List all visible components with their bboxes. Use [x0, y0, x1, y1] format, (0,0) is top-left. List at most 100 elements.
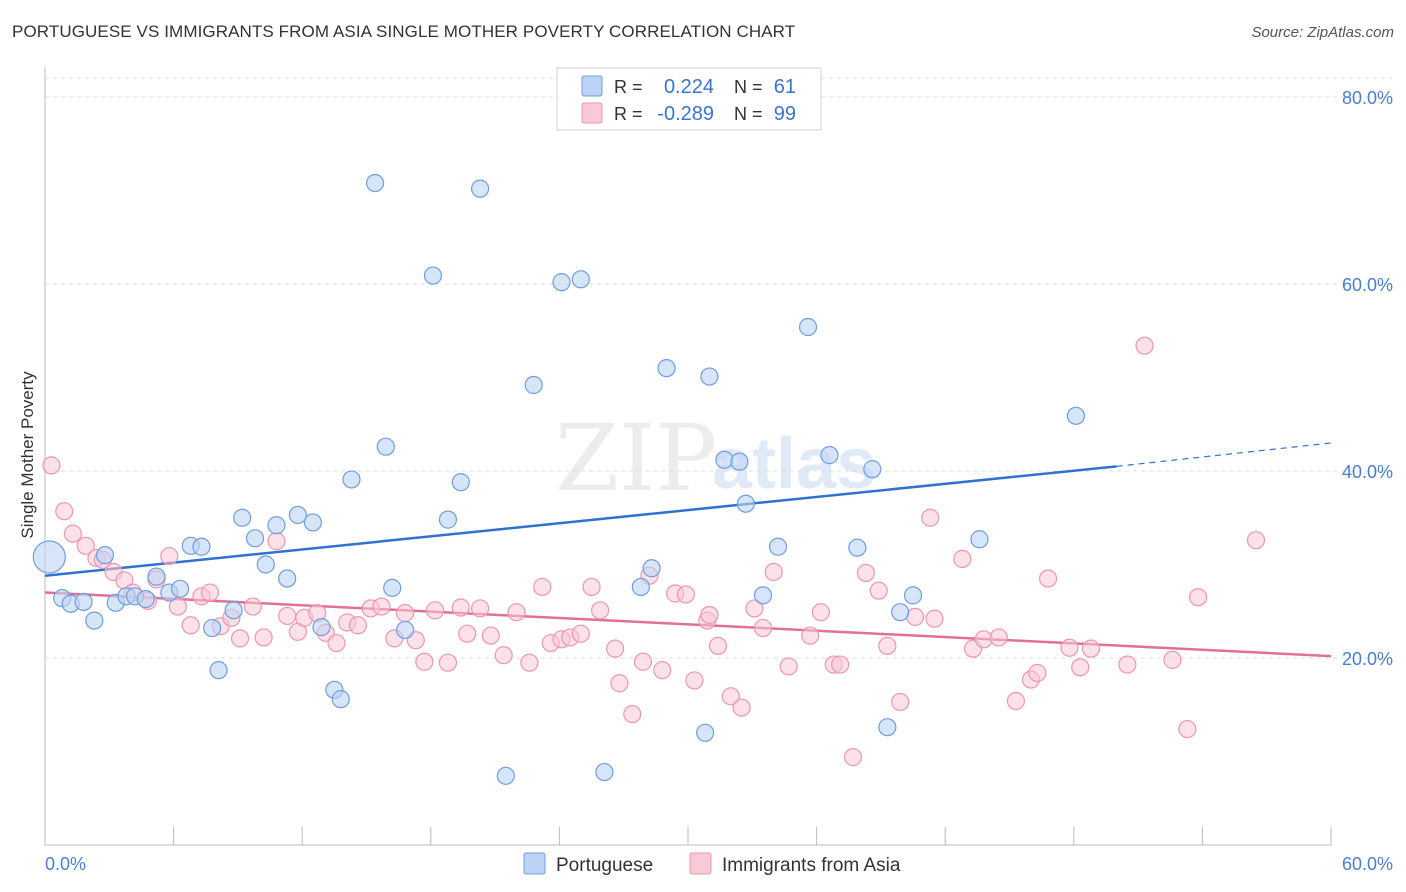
asia-point — [481, 626, 500, 645]
asia-point — [494, 646, 513, 665]
portuguese-point — [848, 538, 867, 557]
portuguese-point — [451, 473, 470, 492]
asia-point — [811, 603, 830, 622]
asia-point — [451, 598, 470, 617]
portuguese-point — [730, 452, 749, 471]
asia-point — [1038, 569, 1058, 588]
portuguese-point — [224, 601, 243, 620]
y-tick-label: 80.0% — [1342, 88, 1393, 108]
asia-point — [425, 601, 445, 620]
tick-labels: 20.0% 40.0% 60.0% 80.0% 0.0% 60.0% — [45, 88, 1393, 874]
asia-point — [1118, 655, 1137, 674]
bottom-legend: Portuguese Immigrants from Asia — [523, 852, 901, 876]
asia-point — [1081, 639, 1101, 658]
asia-point — [653, 661, 672, 680]
portuguese-point — [312, 618, 331, 637]
portuguese-point — [631, 577, 650, 597]
asia-point — [42, 456, 61, 475]
portuguese-point — [85, 611, 104, 630]
asia-point — [1135, 336, 1154, 355]
watermark-zip: ZIP — [555, 405, 717, 512]
asia-point — [1163, 650, 1182, 669]
portuguese-point — [303, 513, 323, 532]
asia-point — [230, 629, 250, 648]
legend-n-label-1: N = — [734, 77, 763, 97]
portuguese-point — [136, 589, 155, 609]
portuguese-point — [95, 546, 115, 565]
portuguese-trendline-extension — [1116, 442, 1332, 467]
portuguese-point — [423, 266, 443, 285]
portuguese-point — [736, 494, 755, 513]
asia-point — [181, 616, 200, 635]
asia-point — [243, 597, 263, 616]
asia-point — [1178, 719, 1197, 739]
chart-title: PORTUGUESE VS IMMIGRANTS FROM ASIA SINGL… — [12, 22, 796, 41]
asia-point — [278, 606, 297, 626]
portuguese-point — [700, 367, 719, 386]
asia-point — [878, 636, 897, 655]
portuguese-point — [170, 579, 190, 598]
portuguese-point — [278, 569, 297, 588]
portuguese-point — [878, 718, 897, 737]
asia-point — [55, 502, 74, 521]
portuguese-point — [820, 446, 839, 465]
portuguese-point — [365, 173, 385, 193]
portuguese-point — [970, 530, 989, 549]
asia-point — [415, 652, 434, 671]
portuguese-point — [768, 537, 788, 556]
asia-point — [372, 597, 391, 616]
asia-point — [801, 626, 820, 645]
portuguese-point — [438, 510, 458, 529]
legend-swatch-portuguese — [581, 75, 603, 97]
portuguese-point — [524, 375, 543, 395]
asia-point — [1060, 638, 1079, 657]
portuguese-point — [395, 620, 415, 640]
portuguese-point — [245, 529, 265, 548]
watermark: ZIP atlas — [555, 405, 876, 512]
x-tick-label-max: 60.0% — [1342, 854, 1393, 874]
asia-point — [76, 536, 95, 555]
asia-point — [925, 609, 944, 628]
asia-point — [974, 630, 993, 649]
portuguese-point — [642, 559, 661, 578]
portuguese-point — [209, 661, 228, 680]
asia-point — [753, 618, 773, 638]
asia-point — [610, 674, 629, 693]
x-tick-label-min: 0.0% — [45, 854, 86, 874]
portuguese-point — [342, 470, 361, 489]
bottom-legend-asia: Immigrants from Asia — [722, 855, 901, 876]
axes — [44, 67, 1332, 846]
portuguese-point — [74, 592, 93, 612]
chart-source: Source: ZipAtlas.com — [1251, 24, 1394, 41]
asia-point — [745, 599, 764, 618]
portuguese-point — [147, 567, 166, 586]
y-tick-label: 20.0% — [1342, 649, 1393, 669]
asia-point — [348, 616, 368, 635]
legend-n-label-2: N = — [734, 104, 763, 124]
portuguese-point — [203, 618, 222, 638]
asia-point — [921, 508, 940, 527]
asia-point — [1028, 663, 1047, 683]
asia-point — [1006, 691, 1026, 711]
asia-point — [633, 652, 653, 671]
asia-point — [721, 687, 740, 706]
asia-point — [571, 624, 590, 643]
asia-point — [623, 704, 642, 724]
asia-points — [42, 336, 1266, 767]
asia-point — [989, 628, 1008, 647]
portuguese-point — [571, 270, 590, 289]
asia-point — [470, 599, 490, 618]
asia-point — [254, 628, 273, 647]
portuguese-point — [552, 273, 571, 292]
asia-point — [732, 698, 751, 717]
portuguese-point — [798, 317, 818, 337]
asia-point — [327, 633, 346, 653]
asia-point — [267, 532, 286, 551]
portuguese-point — [753, 586, 773, 605]
top-legend: R = 0.224 N = 61 R = -0.289 N = 99 — [556, 67, 822, 131]
asia-point — [856, 563, 875, 583]
legend-r-value-1: 0.224 — [664, 76, 714, 98]
asia-point — [685, 671, 704, 690]
asia-point — [676, 585, 695, 604]
